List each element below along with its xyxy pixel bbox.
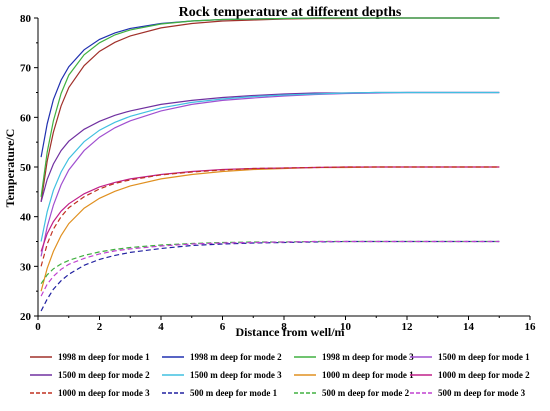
- series-line-7: [40, 166, 500, 252]
- y-tick-label-2: 40: [20, 212, 32, 224]
- y-tick-label-1: 30: [20, 261, 32, 273]
- y-tick-label-5: 70: [20, 63, 32, 75]
- x-tick-label-1: 2: [97, 321, 103, 333]
- x-tick-label-7: 14: [463, 321, 475, 333]
- x-tick-label-5: 10: [340, 321, 352, 333]
- series-line-0: [40, 17, 500, 202]
- legend: 1998 m deep for mode 1 1998 m deep for mo…: [30, 352, 530, 398]
- y-tick-label-3: 50: [20, 162, 32, 174]
- x-tick-label-3: 6: [220, 321, 226, 333]
- series-line-5: [40, 91, 500, 242]
- legend-label-3: 1500 m deep for mode 1: [438, 352, 530, 362]
- legend-label-11: 500 m deep for mode 3: [438, 388, 526, 398]
- series-line-2: [40, 17, 500, 197]
- x-tick-label-8: 16: [525, 321, 537, 333]
- x-tick-label-4: 8: [281, 321, 287, 333]
- x-tick-label-6: 12: [402, 321, 414, 333]
- legend-label-2: 1998 m deep for mode 3: [322, 352, 414, 362]
- legend-label-5: 1500 m deep for mode 3: [190, 370, 282, 380]
- series-line-8: [40, 166, 500, 267]
- x-tick-label-0: 0: [35, 321, 41, 333]
- y-axis-label: Temperature/C: [3, 129, 17, 208]
- plot-area: 0 2 4 6 8 10 12 14 16 20 30 40 50 60 70 80: [20, 13, 536, 333]
- legend-label-9: 500 m deep for mode 1: [190, 388, 278, 398]
- y-tick-label-6: 80: [20, 13, 32, 25]
- series-line-1: [40, 17, 500, 158]
- series-line-11: [40, 240, 500, 297]
- legend-label-6: 1000 m deep for mode 1: [322, 370, 414, 380]
- legend-label-4: 1500 m deep for mode 2: [58, 370, 150, 380]
- legend-label-7: 1000 m deep for mode 2: [438, 370, 530, 380]
- y-tick-label-0: 20: [20, 311, 32, 323]
- legend-label-8: 1000 m deep for mode 3: [58, 388, 150, 398]
- x-tick-label-2: 4: [158, 321, 164, 333]
- legend-label-1: 1998 m deep for mode 2: [190, 352, 282, 362]
- series-line-10: [40, 240, 500, 285]
- series-line-9: [40, 240, 500, 312]
- x-axis-label: Distance from well/m: [235, 325, 344, 339]
- legend-label-10: 500 m deep for mode 2: [322, 388, 410, 398]
- chart-title: Rock temperature at different depths: [179, 5, 402, 20]
- y-tick-label-4: 60: [20, 112, 32, 124]
- legend-label-0: 1998 m deep for mode 1: [58, 352, 150, 362]
